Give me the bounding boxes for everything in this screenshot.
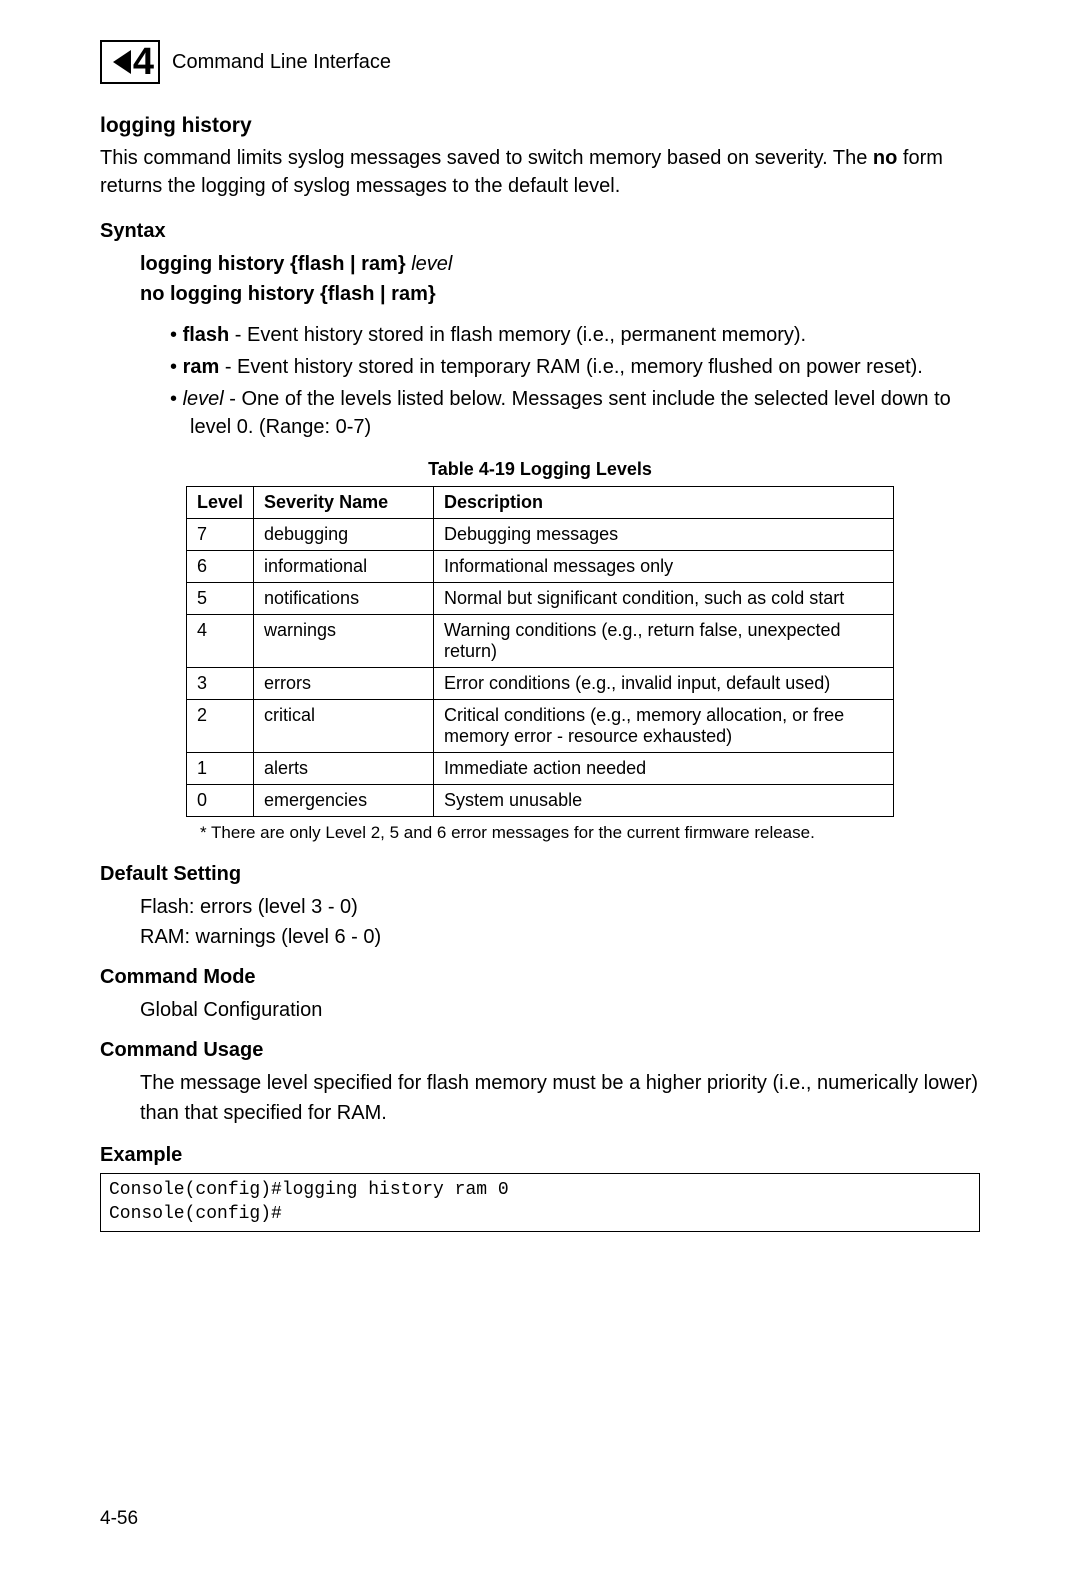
cell-level: 2 — [186, 700, 253, 753]
cell-severity: debugging — [254, 519, 434, 551]
cell-description: Normal but significant condition, such a… — [434, 583, 894, 615]
cell-level: 3 — [186, 668, 253, 700]
cell-level: 1 — [186, 753, 253, 785]
cell-level: 7 — [186, 519, 253, 551]
col-severity: Severity Name — [254, 487, 434, 519]
syntax-line-1: logging history {flash | ram} level — [140, 249, 980, 279]
table-header-row: Level Severity Name Description — [186, 487, 893, 519]
cell-severity: notifications — [254, 583, 434, 615]
table-caption: Table 4-19 Logging Levels — [100, 459, 980, 480]
cell-severity: warnings — [254, 615, 434, 668]
syntax-bullet: flash - Event history stored in flash me… — [170, 321, 980, 349]
cell-description: System unusable — [434, 785, 894, 817]
default-setting-block: Flash: errors (level 3 - 0) RAM: warning… — [100, 892, 980, 952]
table-row: 4warningsWarning conditions (e.g., retur… — [186, 615, 893, 668]
cell-description: Critical conditions (e.g., memory alloca… — [434, 700, 894, 753]
command-usage-text: The message level specified for flash me… — [100, 1068, 980, 1128]
cell-description: Warning conditions (e.g., return false, … — [434, 615, 894, 668]
bullet-rest: - One of the levels listed below. Messag… — [190, 388, 951, 438]
chapter-title: Command Line Interface — [172, 51, 391, 74]
cell-description: Error conditions (e.g., invalid input, d… — [434, 668, 894, 700]
default-setting-heading: Default Setting — [100, 863, 980, 886]
cell-level: 4 — [186, 615, 253, 668]
cell-description: Immediate action needed — [434, 753, 894, 785]
bullet-term: level — [183, 388, 224, 410]
syntax-cmd-1: logging history — [140, 253, 284, 275]
example-heading: Example — [100, 1144, 980, 1167]
section-intro: This command limits syslog messages save… — [100, 144, 980, 200]
cell-description: Informational messages only — [434, 551, 894, 583]
table-row: 3errorsError conditions (e.g., invalid i… — [186, 668, 893, 700]
default-ram: RAM: warnings (level 6 - 0) — [140, 922, 980, 952]
cell-severity: informational — [254, 551, 434, 583]
section-title: logging history — [100, 114, 980, 138]
table-row: 2criticalCritical conditions (e.g., memo… — [186, 700, 893, 753]
chapter-number: 4 — [133, 43, 154, 81]
col-level: Level — [186, 487, 253, 519]
cell-level: 0 — [186, 785, 253, 817]
bullet-term: flash — [183, 324, 230, 346]
command-mode-value: Global Configuration — [100, 995, 980, 1025]
bullet-term: ram — [183, 356, 220, 378]
table-row: 0emergenciesSystem unusable — [186, 785, 893, 817]
chapter-arrow-icon — [113, 50, 131, 74]
cell-level: 5 — [186, 583, 253, 615]
table-row: 1alertsImmediate action needed — [186, 753, 893, 785]
cell-severity: errors — [254, 668, 434, 700]
bullet-rest: - Event history stored in temporary RAM … — [219, 356, 923, 378]
cell-severity: critical — [254, 700, 434, 753]
syntax-bullet-list: flash - Event history stored in flash me… — [100, 321, 980, 441]
logging-levels-table: Level Severity Name Description 7debuggi… — [186, 486, 894, 817]
cell-severity: alerts — [254, 753, 434, 785]
page-number: 4-56 — [100, 1508, 138, 1530]
command-mode-heading: Command Mode — [100, 966, 980, 989]
example-code: Console(config)#logging history ram 0 Co… — [100, 1173, 980, 1232]
syntax-bullet: level - One of the levels listed below. … — [170, 385, 980, 441]
intro-no-keyword: no — [873, 147, 897, 169]
default-flash: Flash: errors (level 3 - 0) — [140, 892, 980, 922]
table-row: 7debuggingDebugging messages — [186, 519, 893, 551]
table-row: 5notificationsNormal but significant con… — [186, 583, 893, 615]
table-footnote: * There are only Level 2, 5 and 6 error … — [200, 823, 980, 843]
intro-part1: This command limits syslog messages save… — [100, 147, 873, 169]
col-description: Description — [434, 487, 894, 519]
syntax-heading: Syntax — [100, 220, 980, 243]
syntax-line-2: no logging history {flash | ram} — [140, 279, 980, 309]
command-usage-heading: Command Usage — [100, 1039, 980, 1062]
syntax-arg-1: level — [411, 253, 452, 275]
table-row: 6informationalInformational messages onl… — [186, 551, 893, 583]
syntax-bullet: ram - Event history stored in temporary … — [170, 353, 980, 381]
syntax-opts-1: {flash | ram} — [284, 253, 411, 275]
syntax-cmd-2: no logging history — [140, 283, 314, 305]
syntax-opts-2: {flash | ram} — [314, 283, 435, 305]
syntax-block: logging history {flash | ram} level no l… — [100, 249, 980, 309]
page-header: 4 Command Line Interface — [100, 40, 980, 84]
cell-description: Debugging messages — [434, 519, 894, 551]
chapter-badge: 4 — [100, 40, 160, 84]
cell-severity: emergencies — [254, 785, 434, 817]
cell-level: 6 — [186, 551, 253, 583]
bullet-rest: - Event history stored in flash memory (… — [229, 324, 806, 346]
